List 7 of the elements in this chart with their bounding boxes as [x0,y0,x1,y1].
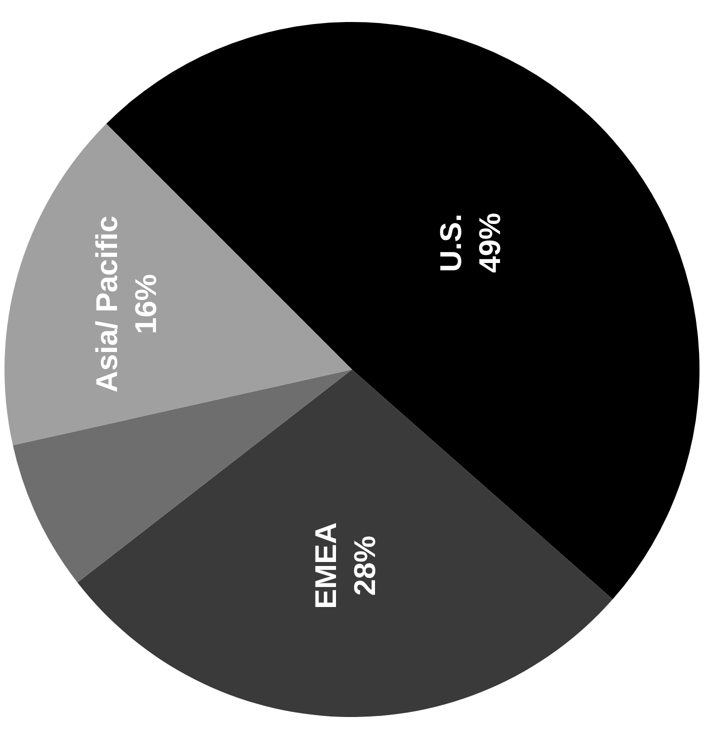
pie-slice [4,124,352,446]
data-label: 28% [348,536,382,596]
slice-label: Asia/ Pacific [90,216,124,392]
slice-label: U.S. [434,214,468,272]
data-label: 16% [130,274,163,334]
data-label: 49% [474,212,507,273]
slice-label: EMEA [310,522,343,610]
